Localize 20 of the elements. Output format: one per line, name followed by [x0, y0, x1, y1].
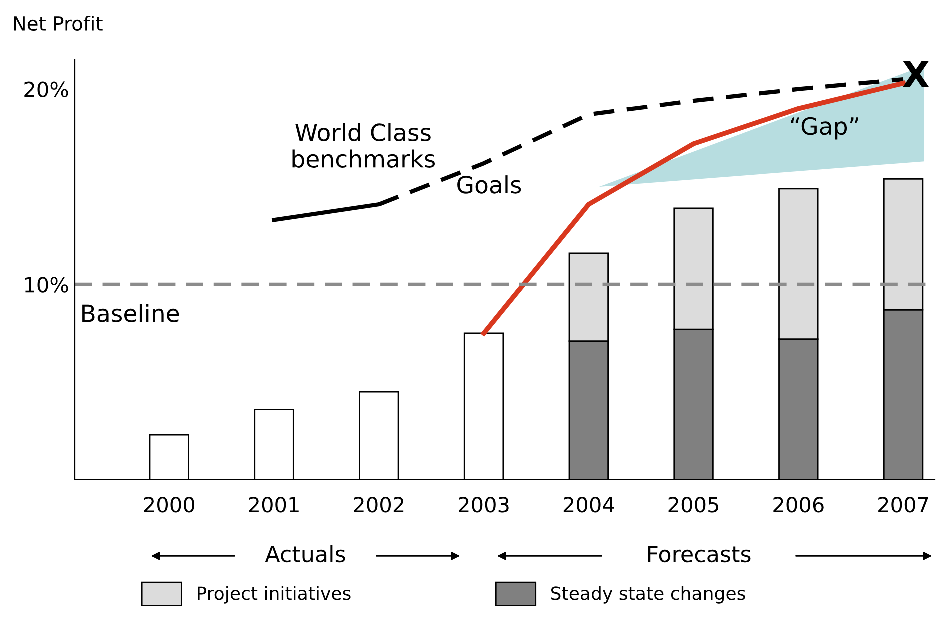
annotation: Goals [458, 176, 522, 194]
text: Actuals [265, 545, 346, 563]
x-tick-label: 2005 [668, 497, 718, 513]
x-tick-label: 2004 [564, 497, 614, 513]
legend-label: Project initiatives [198, 586, 351, 604]
y-tick-label: 20% [24, 82, 68, 98]
x-tick-label: 2007 [878, 497, 928, 513]
x-tick-label: 2003 [459, 497, 509, 513]
x-tick-label: 2002 [354, 497, 404, 513]
y-tick-label: 10% [25, 277, 68, 293]
legend-label: Steady state changes [551, 586, 746, 604]
annotation: X [902, 61, 930, 88]
y-axis-title: Net Profit [14, 16, 103, 32]
x-tick-label: 2000 [144, 497, 195, 513]
text: Forecasts [648, 546, 751, 563]
annotation: World Class benchmarks [292, 123, 436, 168]
annotation: “Gap” [791, 117, 858, 140]
x-tick-label: 2001 [249, 497, 299, 513]
ref-line-label: Baseline [82, 304, 180, 322]
x-tick-label: 2006 [774, 497, 824, 513]
